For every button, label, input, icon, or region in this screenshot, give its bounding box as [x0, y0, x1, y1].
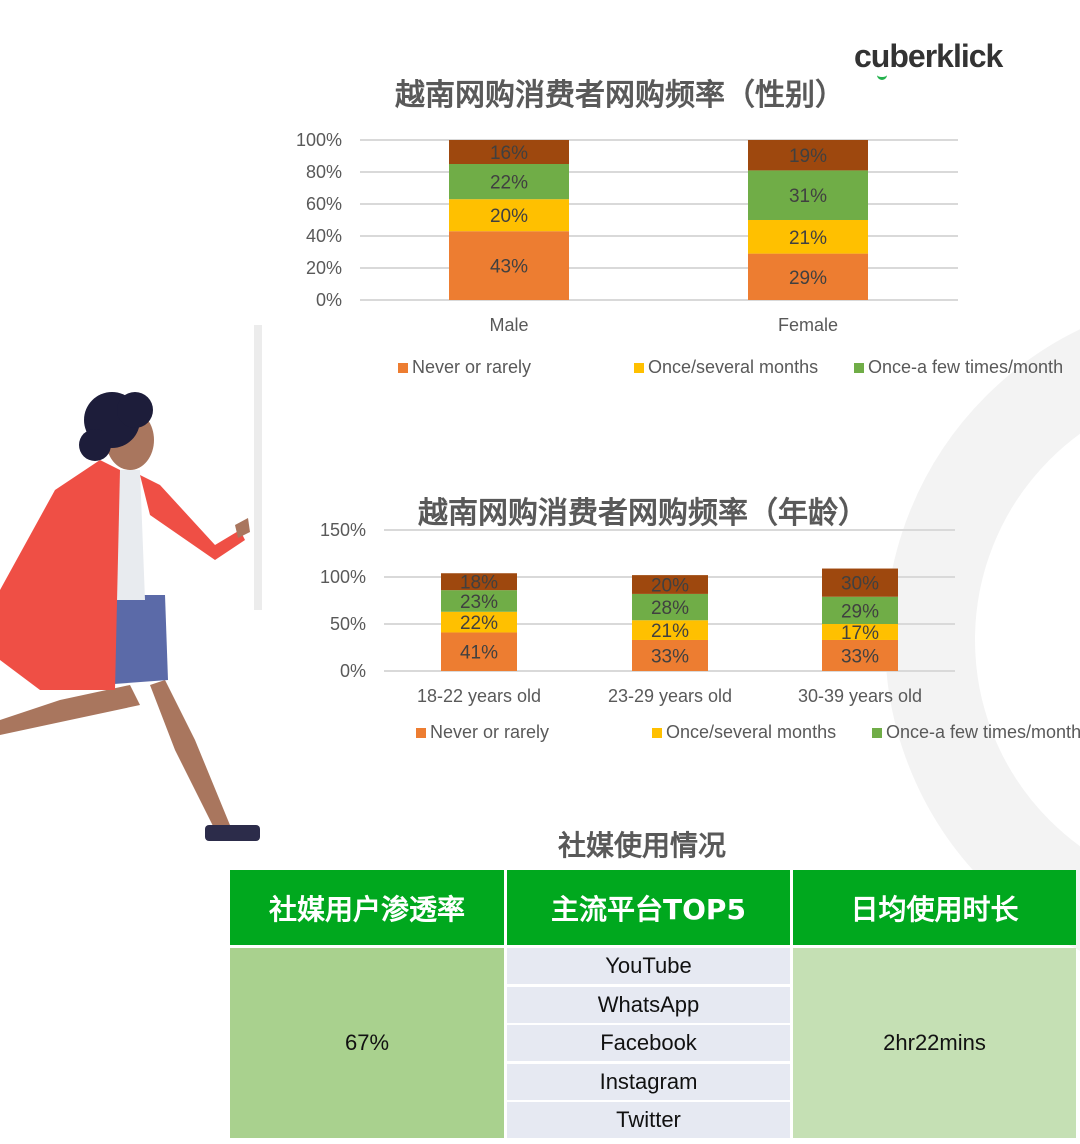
- platform-item: Instagram: [507, 1063, 790, 1100]
- data-label: 41%: [460, 643, 498, 664]
- data-label: 31%: [789, 186, 827, 207]
- legend-swatch: [872, 728, 882, 738]
- x-tick-label: Male: [489, 315, 528, 335]
- bar-segment: [822, 624, 898, 640]
- data-label: 20%: [651, 576, 689, 597]
- bar-segment: [748, 170, 868, 220]
- legend-item: Never or rarely: [398, 357, 634, 378]
- chart2-age: 0% 50% 100% 150% 41% 22%23%18% 18-22 years old…: [320, 520, 955, 706]
- y-tick-label: 60%: [306, 194, 342, 214]
- bar-segment: [449, 199, 569, 232]
- legend-swatch: [854, 363, 864, 373]
- legend-swatch: [416, 728, 426, 738]
- legend-item: Once/several months: [634, 357, 854, 378]
- chart1-title: 越南网购消费者网购频率（性别）: [395, 78, 845, 113]
- woman-walking-illustration: [0, 392, 260, 841]
- bar-segment: [748, 140, 868, 171]
- legend-swatch: [398, 363, 408, 373]
- data-label: 30%: [841, 574, 879, 595]
- data-label: 29%: [841, 601, 879, 622]
- data-label: 21%: [789, 228, 827, 249]
- bar-segment: [822, 596, 898, 624]
- bar-segment: [441, 632, 517, 671]
- data-label: 18%: [460, 573, 498, 594]
- header-top5: 主流平台TOP5: [507, 870, 790, 945]
- penetration-value: 67%: [230, 948, 504, 1138]
- data-label: 33%: [841, 646, 879, 667]
- bar-segment: [632, 575, 708, 594]
- data-label: 16%: [490, 143, 528, 164]
- cuberklick-logo: cuberklick: [854, 38, 1003, 74]
- legend-label: Never or rarely: [412, 357, 532, 377]
- bar-segment: [632, 639, 708, 671]
- x-tick-label: 23-29 years old: [608, 686, 732, 706]
- y-tick-label: 80%: [306, 162, 342, 182]
- legend-swatch: [652, 728, 662, 738]
- header-daily-time: 日均使用时长: [793, 870, 1076, 945]
- legend-label: Once/several months: [666, 722, 837, 742]
- legend-label: Once-a few times/month: [886, 722, 1080, 742]
- bar-segment: [748, 253, 868, 300]
- bar-segment: [441, 573, 517, 591]
- legend-item: Once-a few times/month: [854, 357, 1080, 378]
- y-tick-label: 100%: [296, 130, 342, 150]
- data-label: 20%: [490, 206, 528, 227]
- legend-item: Once-a few times/month: [872, 722, 1080, 743]
- data-label: 22%: [490, 173, 528, 194]
- bar-segment: [441, 611, 517, 633]
- y-tick-label: 100%: [320, 567, 366, 587]
- bar-segment: [441, 590, 517, 612]
- y-tick-label: 0%: [340, 661, 366, 681]
- bar-segment: [748, 220, 868, 254]
- bar-segment: [632, 593, 708, 621]
- legend-item: Never or rarely: [416, 722, 652, 743]
- bar-segment: [632, 620, 708, 640]
- x-tick-label: 30-39 years old: [798, 686, 922, 706]
- chart1-legend: Never or rarely Once/several months Once-a…: [398, 357, 1063, 390]
- data-label: 43%: [490, 257, 528, 278]
- data-label: 29%: [789, 268, 827, 289]
- x-tick-label: Female: [778, 315, 838, 335]
- platform-item: WhatsApp: [507, 986, 790, 1023]
- legend-label: Once/several months: [648, 357, 819, 377]
- y-tick-label: 50%: [330, 614, 366, 634]
- data-label: 17%: [841, 623, 879, 644]
- data-label: 28%: [651, 598, 689, 619]
- x-tick-label: 18-22 years old: [417, 686, 541, 706]
- y-tick-label: 0%: [316, 290, 342, 310]
- chart2-title: 越南网购消费者网购频率（年龄）: [418, 496, 868, 531]
- y-tick-label: 40%: [306, 226, 342, 246]
- social-title: 社媒使用情况: [558, 829, 727, 862]
- platform-item: Facebook: [507, 1025, 790, 1061]
- legend-swatch: [634, 363, 644, 373]
- y-tick-label: 150%: [320, 520, 366, 540]
- bar-segment: [449, 140, 569, 164]
- platform-item: YouTube: [507, 948, 790, 984]
- data-label: 33%: [651, 646, 689, 667]
- bar-segment: [822, 639, 898, 671]
- chart2-legend: Never or rarely Once/several months Once-a…: [416, 722, 1080, 755]
- bar-segment: [449, 231, 569, 300]
- y-tick-label: 20%: [306, 258, 342, 278]
- platform-item: Twitter: [507, 1102, 790, 1138]
- header-penetration: 社媒用户渗透率: [230, 870, 504, 945]
- legend-label: Once-a few times/month: [868, 357, 1064, 377]
- bar-segment: [449, 164, 569, 200]
- chart1-gender: 0% 20% 40% 60% 80% 100% 43% 20% 22% 16% Male 29% 21%…: [296, 130, 958, 335]
- logo-smile-icon: [877, 72, 887, 80]
- data-label: 23%: [460, 592, 498, 613]
- daily-time-value: 2hr22mins: [793, 948, 1076, 1138]
- data-label: 19%: [789, 146, 827, 167]
- data-label: 21%: [651, 621, 689, 642]
- data-label: 22%: [460, 613, 498, 634]
- legend-item: Once/several months: [652, 722, 872, 743]
- legend-label: Never or rarely: [430, 722, 550, 742]
- bar-segment: [822, 568, 898, 597]
